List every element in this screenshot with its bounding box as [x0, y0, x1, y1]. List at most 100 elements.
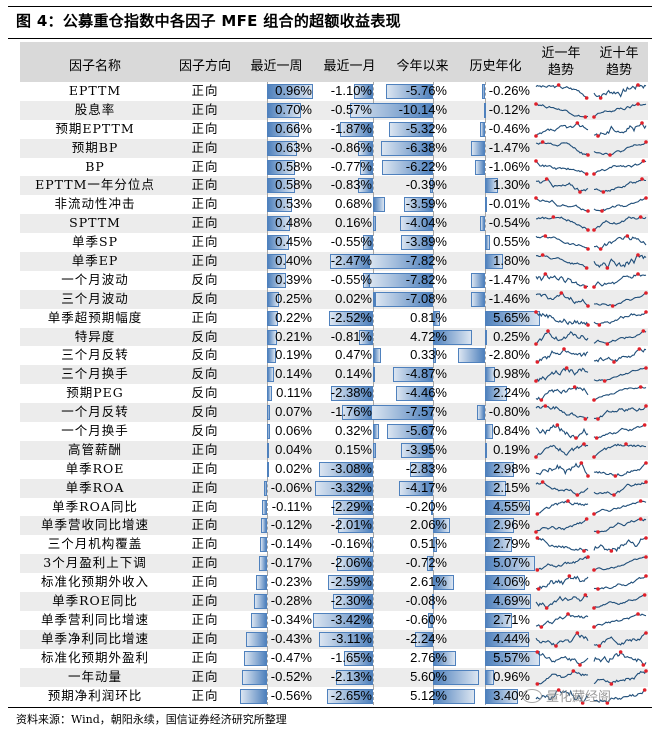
ytd-databar [385, 84, 433, 99]
hist-databar [479, 216, 485, 232]
hist-axis [485, 157, 486, 177]
month-databar [373, 216, 376, 232]
factor-direction: 正向 [191, 649, 219, 665]
trend-10y-sparkline [592, 442, 648, 465]
ytd-databar [401, 235, 433, 251]
month-value: -1.65% [330, 649, 372, 665]
factor-direction: 反向 [191, 290, 219, 306]
trend-1y-sparkline [534, 347, 590, 370]
ytd-value: -2.83% [405, 460, 447, 476]
ytd-databar [409, 461, 433, 477]
trend-1y-sparkline [534, 139, 590, 163]
hist-axis [485, 346, 486, 366]
hist-databar [485, 367, 495, 383]
factor-name: BP [85, 158, 105, 174]
table-row: 单季ROE同比 正向 -0.28% -2.30% -0.08% 4.69% [20, 592, 648, 611]
hist-databar [485, 254, 503, 270]
trend-10y-sparkline [592, 83, 648, 106]
ytd-axis [433, 384, 434, 404]
ytd-databar [431, 499, 434, 515]
week-value: -0.17% [270, 555, 312, 571]
week-value: 0.58% [275, 177, 312, 193]
factor-name: SPTTM [69, 215, 121, 231]
trend-1y-sparkline [534, 536, 590, 559]
table-body: EPTTM 正向 0.96% -1.10% -5.76% -0.26% 股息率 正向 0.70%… [20, 82, 648, 706]
week-databar [267, 386, 273, 402]
month-databar [326, 688, 373, 704]
hist-axis [485, 403, 486, 423]
week-axis [267, 497, 268, 517]
factor-direction: 正向 [191, 668, 219, 684]
factor-name: EPTTM一年分位点 [35, 177, 155, 193]
week-databar [242, 669, 267, 685]
hist-value: 2.24% [493, 385, 530, 401]
week-axis [267, 573, 268, 593]
week-databar [264, 480, 267, 496]
factor-direction: 正向 [191, 574, 219, 590]
table-row: 三个月反转 反向 0.19% 0.47% 0.33% -2.80% [20, 346, 648, 366]
ytd-value: 2.06% [410, 517, 447, 533]
factor-name: 单季ROA [65, 479, 125, 495]
factor-direction: 反向 [191, 347, 219, 363]
hist-value: 4.55% [493, 498, 530, 514]
trend-10y-sparkline [592, 404, 648, 427]
header-month: 最近一月 [323, 59, 376, 74]
factor-name: 预期EPTTM [55, 120, 135, 136]
week-value: -0.11% [271, 498, 312, 514]
hist-axis [485, 119, 486, 139]
ytd-databar [433, 575, 455, 591]
hist-databar [485, 631, 529, 647]
week-value: -0.34% [270, 611, 312, 627]
table-row: 单季ROE 正向 0.02% -3.08% -2.83% 2.98% [20, 459, 648, 479]
ytd-axis [433, 119, 434, 139]
week-value: 0.02% [275, 460, 312, 476]
month-value: -3.32% [330, 479, 372, 495]
factor-table: 因子名称 因子方向 最近一周 最近一月 今年以来 历史年化 近一年 趋势 近十年趋… [20, 42, 648, 706]
trend-10y-sparkline [592, 102, 648, 125]
ytd-databar [393, 367, 433, 383]
month-axis [373, 648, 374, 668]
hist-value: -1.06% [488, 158, 530, 174]
hist-value: 1.80% [493, 253, 530, 269]
month-value: 0.68% [335, 196, 372, 212]
month-databar [353, 84, 373, 99]
trend-10y-sparkline [592, 196, 648, 219]
hist-value: -0.26% [488, 83, 530, 98]
ytd-axis [433, 365, 434, 385]
ytd-value: -0.60% [405, 611, 447, 627]
month-axis [373, 610, 374, 630]
ytd-value: -4.46% [405, 385, 447, 401]
hist-databar [485, 461, 515, 477]
month-axis [373, 629, 374, 649]
factor-direction: 反向 [191, 423, 219, 439]
week-value: -0.06% [270, 479, 312, 495]
month-axis [373, 308, 374, 328]
factor-name: 一个月反转 [61, 404, 129, 420]
factor-name: 三个月换手 [61, 366, 129, 382]
week-axis [267, 648, 268, 668]
factor-name: EPTTM [68, 83, 122, 98]
ytd-axis [433, 82, 434, 101]
month-axis [373, 667, 374, 687]
ytd-value: -4.04% [405, 215, 447, 231]
ytd-databar [403, 197, 433, 213]
hist-value: 0.84% [493, 423, 530, 439]
trend-10y-sparkline [592, 668, 648, 692]
month-databar [373, 367, 376, 383]
ytd-databar [399, 216, 433, 232]
header-direction: 因子方向 [178, 59, 231, 74]
week-axis [267, 516, 268, 536]
month-axis [373, 686, 374, 706]
month-value: -2.30% [330, 593, 372, 609]
week-databar [244, 650, 267, 666]
ytd-databar [433, 518, 450, 534]
month-value: -2.13% [330, 668, 372, 684]
trend-10y-sparkline [592, 177, 648, 200]
factor-direction: 正向 [191, 479, 219, 495]
trend-1y-sparkline [534, 649, 590, 673]
trend-1y-sparkline [534, 234, 590, 257]
table-row: 一个月换手 反向 0.06% 0.32% -5.67% 0.84% [20, 422, 648, 441]
ytd-value: -5.32% [405, 120, 447, 136]
week-databar [267, 178, 295, 194]
hist-value: 0.25% [493, 328, 530, 344]
